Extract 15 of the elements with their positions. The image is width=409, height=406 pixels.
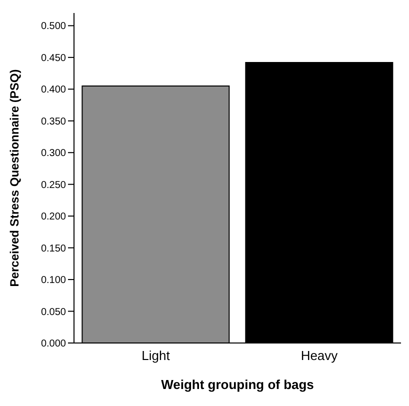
y-tick-label: 0.150 [40, 243, 66, 254]
y-tick-label: 0.300 [40, 148, 66, 160]
y-tick-label: 0.000 [40, 338, 66, 350]
x-tick-label: Light [142, 348, 170, 364]
x-axis-title: Weight grouping of bags [161, 377, 314, 392]
y-tick-label: 0.050 [40, 306, 66, 318]
y-tick-label: 0.400 [40, 84, 66, 96]
y-tick-label: 0.350 [40, 116, 66, 128]
y-tick-label: 0.500 [40, 21, 66, 32]
x-tick-label: Heavy [300, 348, 338, 364]
y-tick-label: 0.200 [40, 212, 66, 223]
y-tick-label: 0.100 [40, 275, 66, 286]
y-axis-title: Perceived Stress Questionnaire (PSQ) [7, 69, 22, 287]
y-tick-label: 0.450 [40, 52, 66, 64]
y-tick-label: 0.250 [40, 180, 66, 191]
